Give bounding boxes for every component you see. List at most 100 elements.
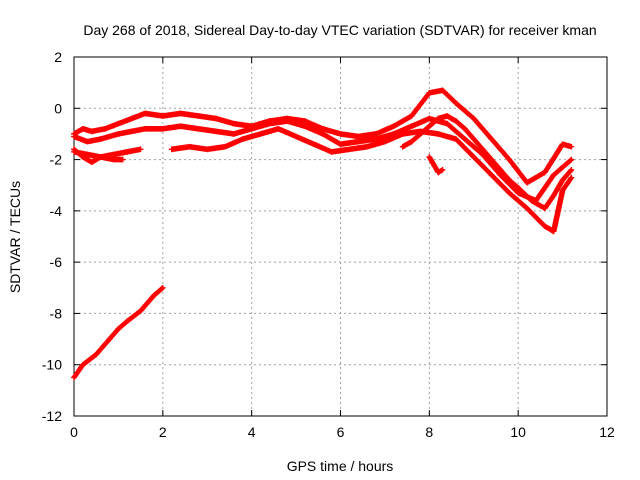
data-point	[524, 205, 530, 212]
data-point	[559, 187, 566, 194]
data-point	[515, 184, 521, 191]
data-point	[115, 120, 122, 127]
data-point	[408, 138, 415, 145]
data-point	[559, 141, 566, 147]
data-point	[542, 205, 548, 212]
data-point	[319, 131, 326, 137]
data-point	[93, 351, 100, 358]
y-tick-label: -8	[50, 305, 63, 321]
data-point	[213, 128, 219, 135]
data-point	[488, 156, 495, 163]
series-track-h	[426, 154, 446, 176]
data-point	[488, 172, 495, 178]
data-point	[373, 131, 379, 137]
series-track-e	[71, 149, 126, 163]
data-point	[346, 146, 353, 153]
data-point	[97, 154, 104, 160]
y-tick-label: 2	[54, 49, 62, 65]
data-point	[311, 141, 317, 147]
data-point	[568, 174, 575, 181]
data-point	[71, 133, 77, 140]
data-point	[266, 120, 273, 127]
data-point	[417, 131, 424, 137]
data-point	[128, 128, 135, 135]
data-point	[568, 143, 575, 150]
data-point	[497, 167, 504, 173]
data-point	[515, 190, 521, 196]
data-point	[71, 149, 77, 155]
data-point	[84, 151, 91, 158]
data-point	[550, 192, 557, 199]
y-tick-label: 0	[54, 100, 62, 116]
data-point	[453, 118, 459, 124]
data-point	[111, 156, 117, 163]
data-point	[382, 138, 388, 145]
data-point	[506, 177, 513, 183]
data-point	[257, 131, 264, 137]
data-point	[426, 123, 433, 130]
y-tick-label: -6	[50, 254, 63, 270]
data-point	[559, 177, 566, 183]
data-point	[550, 172, 557, 178]
y-tick-label: -10	[42, 357, 62, 373]
x-tick-label: 0	[70, 424, 78, 440]
data-point	[373, 136, 379, 142]
data-point	[542, 169, 548, 176]
data-point	[284, 118, 290, 124]
x-tick-label: 2	[159, 424, 167, 440]
data-point	[337, 141, 344, 147]
data-point	[337, 131, 344, 137]
data-point	[120, 156, 126, 163]
data-point	[506, 190, 513, 196]
data-point	[355, 133, 362, 140]
data-point	[391, 123, 397, 130]
x-tick-label: 8	[425, 424, 433, 440]
data-point	[160, 126, 166, 132]
data-point	[124, 318, 131, 324]
data-point	[408, 123, 415, 130]
y-tick-label: -12	[42, 408, 62, 424]
data-point	[80, 126, 86, 132]
data-point	[239, 136, 246, 142]
data-point	[80, 361, 86, 368]
data-point	[106, 336, 113, 342]
data-point	[97, 136, 104, 142]
chart-title: Day 268 of 2018, Sidereal Day-to-day VTE…	[83, 22, 596, 38]
data-point	[453, 100, 459, 106]
y-axis-label: SDTVAR / TECUs	[7, 181, 23, 293]
series-track-a	[71, 284, 166, 381]
data-point	[168, 146, 175, 153]
data-point	[426, 154, 433, 160]
data-point	[444, 120, 450, 127]
data-point	[115, 131, 122, 137]
data-point	[462, 136, 468, 142]
x-tick-label: 12	[599, 424, 615, 440]
data-point	[430, 161, 437, 168]
data-point	[399, 143, 406, 150]
data-point	[195, 113, 202, 119]
data-point	[439, 87, 446, 94]
data-point	[275, 126, 282, 132]
data-point	[195, 126, 202, 132]
series-track-g	[399, 113, 575, 212]
data-point	[88, 159, 95, 165]
axis-ticks	[73, 56, 608, 417]
data-point	[302, 118, 308, 124]
data-point	[222, 143, 228, 150]
data-point	[550, 228, 557, 235]
data-series	[71, 87, 575, 381]
data-point	[248, 126, 255, 132]
data-point	[426, 115, 433, 122]
series-track-c	[71, 115, 575, 204]
data-point	[399, 131, 406, 137]
data-point	[302, 123, 308, 130]
data-point	[142, 126, 148, 132]
data-point	[435, 169, 442, 176]
data-point	[84, 138, 91, 145]
data-point	[488, 136, 495, 142]
data-point	[568, 167, 575, 173]
data-point	[137, 308, 144, 314]
data-point	[542, 223, 548, 230]
data-point	[204, 146, 211, 153]
data-point	[470, 115, 477, 122]
